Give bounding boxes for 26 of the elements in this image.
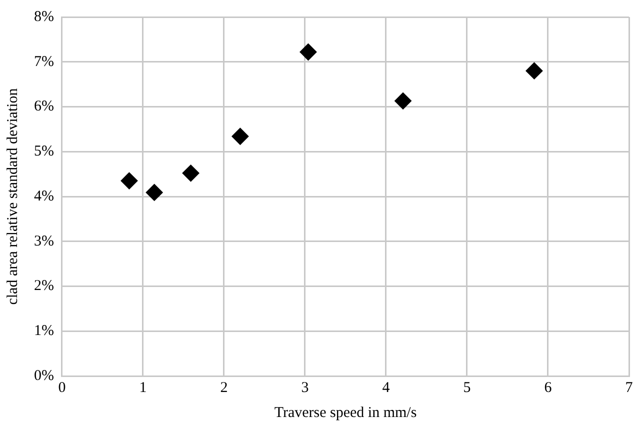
x-tick-label: 7 bbox=[625, 380, 634, 396]
x-tick-label: 3 bbox=[301, 380, 309, 396]
point bbox=[146, 184, 163, 201]
point bbox=[526, 62, 543, 80]
y-tick-label: 1% bbox=[34, 323, 54, 340]
x-axis-title: Traverse speed in mm/s bbox=[274, 404, 417, 421]
point bbox=[232, 128, 249, 145]
x-tick-label: 5 bbox=[463, 380, 471, 396]
y-tick-label: 7% bbox=[34, 54, 54, 70]
y-tick-label: 2% bbox=[34, 278, 54, 294]
y-tick-label: 0% bbox=[34, 368, 54, 384]
point bbox=[182, 164, 200, 182]
point bbox=[300, 44, 317, 61]
x-tick-label: 1 bbox=[139, 380, 147, 396]
y-tick-label: 8% bbox=[34, 8, 54, 25]
x-tick-label: 6 bbox=[544, 380, 552, 396]
point bbox=[394, 92, 412, 110]
y-tick-label: 6% bbox=[34, 98, 54, 115]
y-tick-label: 5% bbox=[34, 144, 54, 160]
y-tick-label: 4% bbox=[34, 188, 54, 204]
point bbox=[120, 172, 138, 190]
y-axis-title: clad area relative standard deviation bbox=[4, 88, 21, 305]
x-tick-label: 4 bbox=[382, 380, 390, 396]
x-tick-label: 2 bbox=[220, 380, 228, 396]
x-tick-label: 0 bbox=[58, 380, 66, 396]
y-tick-label: 3% bbox=[34, 233, 54, 250]
